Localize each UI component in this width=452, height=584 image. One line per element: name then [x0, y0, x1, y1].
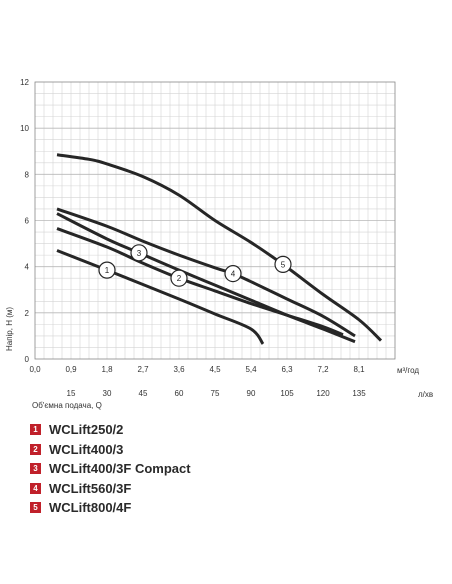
chart-markers: 1 2 3 4 5 — [98, 244, 292, 287]
series-marker-3 — [130, 244, 148, 262]
x-tick-label-lmin: 135 — [352, 389, 366, 398]
legend-item: 1 WCLift250/2 — [30, 420, 191, 440]
x-tick-label-lmin: 30 — [103, 389, 112, 398]
x-tick-label-m3h: 7,2 — [317, 365, 329, 374]
series-marker-label-3: 3 — [137, 249, 142, 258]
x-tick-label-lmin: 120 — [316, 389, 330, 398]
series-line-5 — [56, 153, 383, 342]
y-tick-label: 2 — [25, 309, 30, 318]
legend-item: 3 WCLift400/3F Compact — [30, 459, 191, 479]
series-marker-4 — [224, 264, 242, 283]
x-tick-label-m3h: 1,8 — [101, 365, 113, 374]
x-tick-label-m3h: 6,3 — [281, 365, 293, 374]
series-marker-2 — [170, 269, 188, 287]
legend-badge: 5 — [30, 502, 41, 514]
legend-badge: 2 — [30, 443, 41, 455]
series-line-3 — [56, 212, 356, 344]
legend-item: 5 WCLift800/4F — [30, 498, 191, 518]
y-tick-label: 12 — [20, 78, 29, 87]
chart-legend: 1 WCLift250/2 2 WCLift400/3 3 WCLift400/… — [30, 420, 191, 518]
legend-item: 2 WCLift400/3 — [30, 440, 191, 460]
x-tick-label-m3h: 0,0 — [29, 365, 41, 374]
legend-badge: 3 — [30, 463, 41, 475]
y-tick-label: 8 — [25, 170, 30, 179]
chart-labels: Напір, H (м) Об'ємна подача, Q м³/год л/… — [5, 307, 433, 410]
y-tick-label: 4 — [25, 263, 30, 272]
x-tick-label-lmin: 105 — [280, 389, 294, 398]
legend-item: 4 WCLift560/3F — [30, 479, 191, 499]
x-unit-top-label: м³/год — [397, 366, 419, 375]
series-marker-label-2: 2 — [177, 274, 182, 283]
x-axis-label: Об'ємна подача, Q — [32, 401, 102, 410]
y-tick-label: 6 — [25, 217, 30, 226]
series-marker-label-4: 4 — [231, 270, 236, 279]
plot-frame — [34, 81, 396, 360]
legend-label: WCLift800/4F — [49, 500, 132, 516]
x-tick-label-m3h: 0,9 — [65, 365, 77, 374]
legend-label: WCLift250/2 — [49, 422, 124, 438]
chart-curves — [56, 153, 383, 345]
legend-badge: 1 — [30, 424, 41, 436]
series-marker-label-5: 5 — [281, 260, 286, 269]
x-unit-bottom-label: л/хв — [418, 390, 433, 399]
x-tick-label-lmin: 60 — [175, 389, 184, 398]
y-tick-label: 10 — [20, 124, 29, 133]
series-marker-1 — [98, 261, 116, 279]
series-marker-5 — [274, 255, 292, 273]
series-line-2 — [56, 227, 344, 337]
x-tick-label-m3h: 8,1 — [353, 365, 365, 374]
legend-label: WCLift560/3F — [49, 480, 132, 496]
y-tick-label: 0 — [25, 355, 30, 364]
legend-badge: 4 — [30, 482, 41, 494]
x-tick-label-lmin: 15 — [67, 389, 76, 398]
x-tick-label-lmin: 75 — [211, 389, 220, 398]
x-tick-label-m3h: 5,4 — [245, 365, 257, 374]
x-tick-label-m3h: 4,5 — [209, 365, 221, 374]
y-axis-label: Напір, H (м) — [5, 307, 14, 351]
x-tick-label-m3h: 2,7 — [137, 365, 149, 374]
legend-label: WCLift400/3 — [49, 441, 124, 457]
x-tick-label-lmin: 90 — [247, 389, 256, 398]
legend-label: WCLift400/3F Compact — [49, 461, 191, 477]
series-marker-label-1: 1 — [105, 266, 110, 275]
x-tick-label-m3h: 3,6 — [173, 365, 185, 374]
x-tick-label-lmin: 45 — [139, 389, 148, 398]
